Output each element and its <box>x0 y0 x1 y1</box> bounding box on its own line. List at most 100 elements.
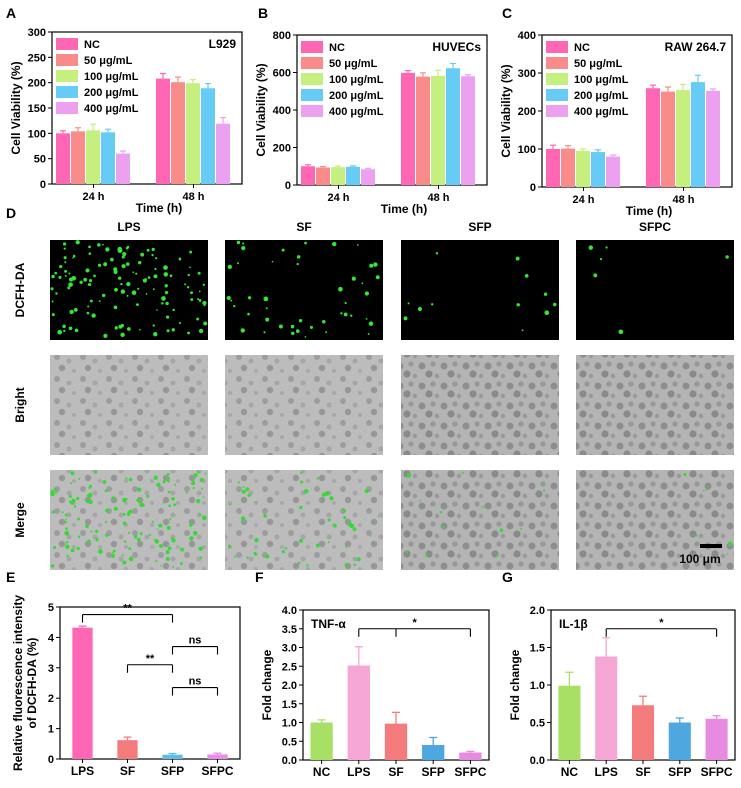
bar <box>331 167 345 185</box>
scale-bar-label: 100 μm <box>679 552 720 566</box>
x-tick-label: LPS <box>71 764 94 778</box>
fluorescent-cell <box>140 252 145 257</box>
fluorescent-cell <box>544 310 550 316</box>
legend-label: 400 μg/mL <box>574 106 629 118</box>
micrograph-dcfh <box>225 240 383 340</box>
y-tick-label: 300 <box>28 27 46 39</box>
fluorescent-cell <box>172 308 175 312</box>
legend-label: 100 μg/mL <box>84 71 139 83</box>
merged-fluorescent-cell <box>94 470 98 474</box>
merged-fluorescent-cell <box>111 553 116 558</box>
legend-swatch <box>56 38 78 50</box>
bar <box>576 150 590 187</box>
chart-c-cell-viability-raw: 0 100 200 300 400 Cell Viability (%) 24 h 48 hT… <box>499 30 733 218</box>
panel-letter-b: B <box>258 5 268 21</box>
fluorescent-cell <box>247 296 252 300</box>
fluorescent-cell <box>125 262 130 266</box>
merged-fluorescent-cell <box>65 527 68 530</box>
fluorescent-cell <box>121 255 125 259</box>
merged-fluorescent-cell <box>138 498 141 502</box>
fluorescent-cell <box>166 329 170 333</box>
significance-label: ** <box>123 603 132 615</box>
merged-fluorescent-cell <box>78 477 81 480</box>
legend-label: 200 μg/mL <box>574 90 629 102</box>
merged-fluorescent-cell <box>193 473 198 478</box>
fluorescent-cell <box>265 317 270 322</box>
merged-fluorescent-cell <box>343 515 347 520</box>
fluorescent-cell <box>184 283 186 286</box>
merged-fluorescent-cell <box>345 545 348 548</box>
x-tick-label: SFPC <box>201 764 233 778</box>
merged-fluorescent-cell <box>377 515 379 518</box>
fluorescent-cell <box>178 257 182 261</box>
fluorescent-cell <box>68 272 71 275</box>
fluorescent-cell <box>101 293 106 298</box>
bar <box>207 754 228 759</box>
significance-label: * <box>659 617 664 629</box>
fluorescent-cell <box>125 246 129 250</box>
merged-fluorescent-cell <box>168 518 172 521</box>
merged-fluorescent-cell <box>126 497 128 500</box>
fluorescent-cell <box>515 256 520 261</box>
fluorescent-cell <box>137 260 142 265</box>
chart-a-cell-viability-l929: 0 50 100 150 200 250 300 Cell Viability (%) 24 h… <box>9 27 243 215</box>
merged-fluorescent-cell <box>227 544 231 548</box>
fluorescent-cell <box>126 294 129 297</box>
y-tick-label: 150 <box>28 103 46 115</box>
panel-letter-g: G <box>502 569 513 585</box>
fluorescent-cell <box>361 282 364 285</box>
merged-fluorescent-cell <box>172 566 175 569</box>
bar <box>86 130 100 184</box>
fluorescent-cell <box>295 329 300 333</box>
fluorescent-cell <box>63 256 67 260</box>
legend-label: NC <box>84 39 100 51</box>
merged-fluorescent-cell <box>234 555 237 558</box>
fluorescent-cell <box>63 247 66 250</box>
y-axis-label: Relative fluorescence intensity <box>11 595 25 771</box>
merged-fluorescent-cell <box>297 561 301 565</box>
fluorescent-cell <box>85 268 90 273</box>
fluorescent-cell <box>131 290 137 296</box>
bar <box>71 131 85 184</box>
merged-fluorescent-cell <box>406 473 412 478</box>
merged-fluorescent-cell <box>353 563 356 567</box>
merged-fluorescent-cell <box>113 506 118 511</box>
fluorescent-cell <box>524 274 529 278</box>
x-tick-label: SFP <box>422 765 445 779</box>
fluorescent-cell <box>290 324 295 329</box>
bar <box>591 152 605 187</box>
micrograph-bright <box>225 355 383 455</box>
bar <box>646 88 660 187</box>
fluorescent-cell <box>189 266 191 269</box>
bar <box>117 740 138 759</box>
fluorescent-cell <box>403 316 408 321</box>
merged-fluorescent-cell <box>70 548 75 553</box>
fluorescent-cell <box>64 274 67 277</box>
y-tick-label: 0 <box>48 754 54 766</box>
merged-fluorescent-cell <box>53 488 57 491</box>
y-tick-label: 2.0 <box>530 605 545 617</box>
micrograph-dcfh <box>50 240 208 340</box>
fluorescent-cell <box>163 265 168 270</box>
merged-fluorescent-cell <box>255 501 258 504</box>
merged-fluorescent-cell <box>195 498 201 504</box>
fluorescent-cell <box>126 327 131 331</box>
fluorescent-cell <box>120 332 125 338</box>
merged-fluorescent-cell <box>167 476 171 480</box>
merged-fluorescent-cell <box>64 544 70 550</box>
fluorescent-cell <box>605 246 608 249</box>
merged-fluorescent-cell <box>64 530 70 536</box>
merged-fluorescent-cell <box>153 475 158 480</box>
merged-fluorescent-cell <box>329 496 334 501</box>
merged-fluorescent-cell <box>77 517 80 521</box>
merged-fluorescent-cell <box>146 494 150 498</box>
fluorescent-cell <box>87 305 90 308</box>
legend-label: 50 μg/mL <box>329 58 378 70</box>
fluorescent-cell <box>227 264 232 270</box>
fluorescent-cell <box>155 257 158 260</box>
x-tick-label: 24 h <box>82 191 104 203</box>
merged-fluorescent-cell <box>128 547 132 551</box>
legend-swatch <box>56 86 78 98</box>
y-axis-label: Cell Viability (%) <box>254 63 268 156</box>
merged-fluorescent-cell <box>171 538 176 543</box>
